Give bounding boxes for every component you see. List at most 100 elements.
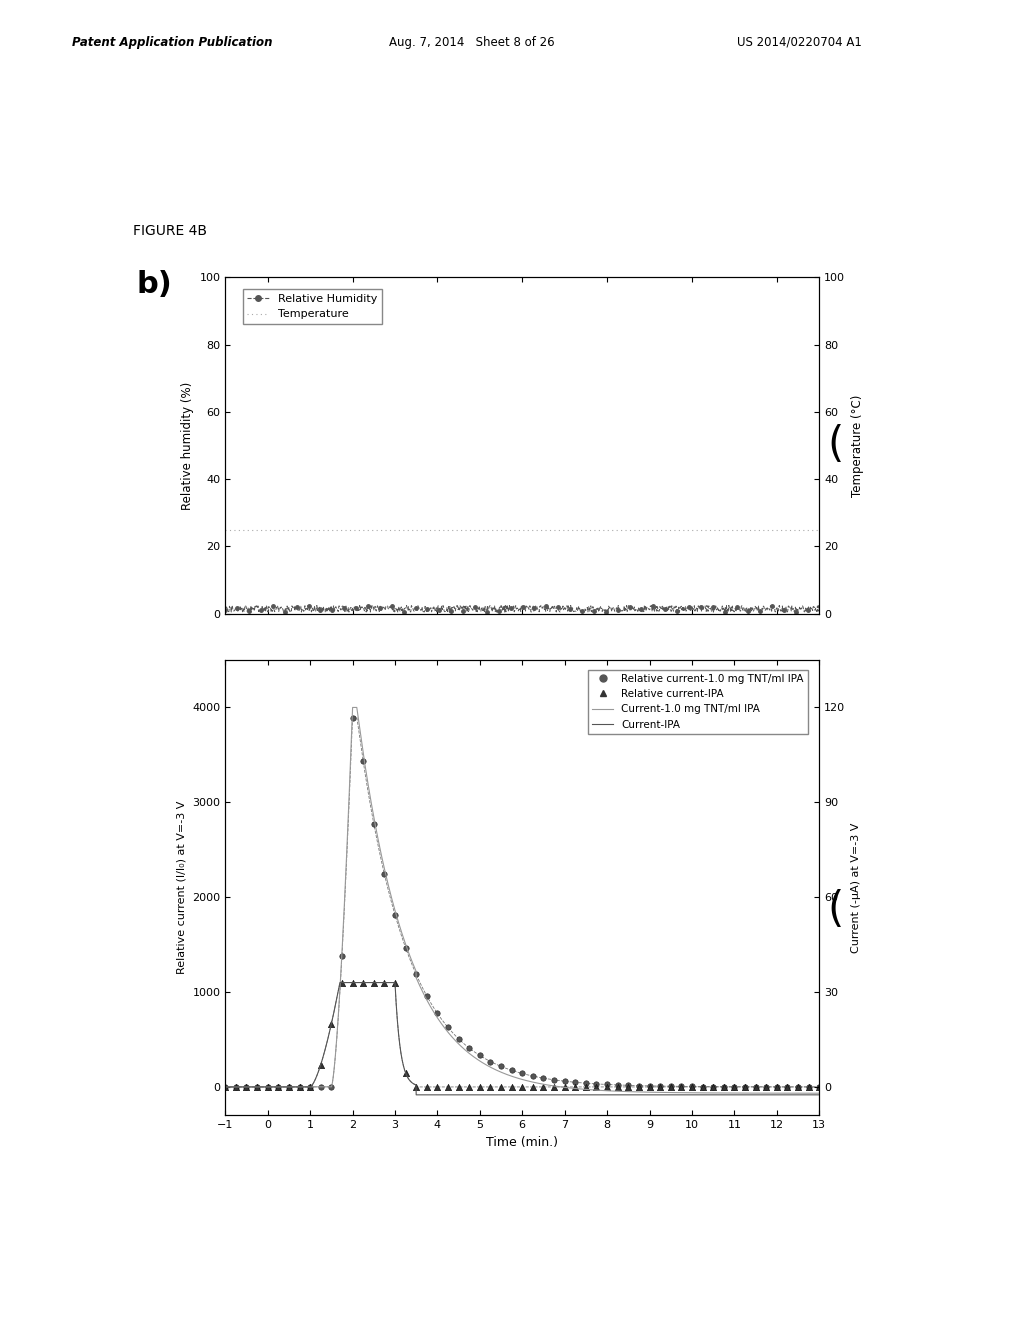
Point [239,1076,255,1097]
Point [599,1074,615,1096]
Point [536,1068,552,1089]
Point [397,1063,414,1084]
Point [514,1076,530,1097]
Point [609,1076,626,1097]
Y-axis label: Relative current (I/I₀) at V=-3 V: Relative current (I/I₀) at V=-3 V [177,801,186,974]
Point [419,985,435,1006]
Point [440,1016,457,1038]
Point [324,1014,340,1035]
Point [493,1056,509,1077]
Point [779,1076,796,1097]
Point [376,972,392,993]
Point [779,1076,796,1097]
Point [694,1076,711,1097]
Point [684,1076,700,1097]
Point [567,1072,584,1093]
Point [546,1076,562,1097]
Point [270,1076,287,1097]
Text: (: ( [827,890,844,932]
Point [344,708,360,729]
Point [217,1076,233,1097]
Point [524,1065,541,1086]
Point [334,945,350,966]
Point [227,1076,244,1097]
Point [429,1003,445,1024]
Point [748,1076,764,1097]
X-axis label: Time (min.): Time (min.) [486,1135,558,1148]
Point [621,1076,637,1097]
Point [292,1076,308,1097]
Point [536,1076,552,1097]
Point [811,1076,827,1097]
Point [588,1076,604,1097]
Point [652,1076,669,1097]
Point [312,1055,329,1076]
Text: FIGURE 4B: FIGURE 4B [133,224,207,239]
Point [451,1028,467,1049]
Point [705,1076,721,1097]
Point [737,1076,754,1097]
Point [769,1076,785,1097]
Point [259,1076,275,1097]
Point [355,751,372,772]
Point [737,1076,754,1097]
Point [790,1076,806,1097]
Y-axis label: Relative humidity (%): Relative humidity (%) [181,381,194,510]
Point [790,1076,806,1097]
Point [397,937,414,958]
Point [811,1076,827,1097]
Point [482,1051,499,1072]
Point [387,904,403,925]
Point [366,972,382,993]
Point [451,1076,467,1097]
Legend: Relative current-1.0 mg TNT/ml IPA, Relative current-IPA, Current-1.0 mg TNT/ml : Relative current-1.0 mg TNT/ml IPA, Rela… [588,669,808,734]
Text: Patent Application Publication: Patent Application Publication [72,36,272,49]
Point [249,1076,265,1097]
Y-axis label: Temperature (°C): Temperature (°C) [851,395,863,496]
Point [472,1076,488,1097]
Point [472,1045,488,1067]
Point [621,1074,637,1096]
Point [504,1076,520,1097]
Point [641,1076,657,1097]
Point [493,1076,509,1097]
Point [387,973,403,994]
Point [599,1076,615,1097]
Point [270,1076,287,1097]
Point [440,1076,457,1097]
Point [419,1076,435,1097]
Point [408,964,424,985]
Point [801,1076,817,1097]
Point [281,1076,297,1097]
Text: US 2014/0220704 A1: US 2014/0220704 A1 [737,36,862,49]
Point [281,1076,297,1097]
Point [259,1076,275,1097]
Point [556,1071,572,1092]
Point [217,1076,233,1097]
Point [663,1076,679,1097]
Point [239,1076,255,1097]
Point [716,1076,732,1097]
Point [324,1076,340,1097]
Point [726,1076,742,1097]
Point [249,1076,265,1097]
Point [334,972,350,993]
Point [588,1073,604,1094]
Point [673,1076,689,1097]
Text: b): b) [136,271,172,300]
Point [578,1076,594,1097]
Point [227,1076,244,1097]
Point [376,863,392,884]
Point [556,1076,572,1097]
Point [578,1073,594,1094]
Point [504,1060,520,1081]
Point [408,1076,424,1097]
Point [302,1076,318,1097]
Point [546,1069,562,1090]
Point [758,1076,774,1097]
Point [567,1076,584,1097]
Point [801,1076,817,1097]
Point [366,813,382,834]
Point [705,1076,721,1097]
Y-axis label: Current (-μA) at V=-3 V: Current (-μA) at V=-3 V [851,822,861,953]
